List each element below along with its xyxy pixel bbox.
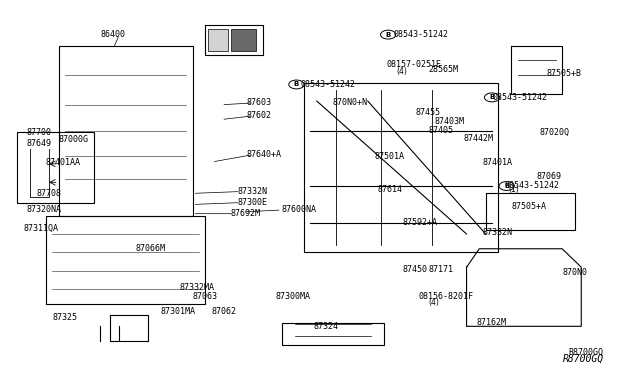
Text: 87320NA: 87320NA <box>27 205 62 215</box>
Text: 87300MA: 87300MA <box>275 292 310 301</box>
Text: R8700GQ: R8700GQ <box>568 348 604 357</box>
Text: 87603: 87603 <box>246 99 272 108</box>
Text: 86400: 86400 <box>100 30 125 39</box>
Text: 87602: 87602 <box>246 111 272 121</box>
Text: B: B <box>504 183 509 189</box>
Text: 870N0: 870N0 <box>562 268 587 277</box>
Text: 87332MA: 87332MA <box>180 283 215 292</box>
Text: 87332N: 87332N <box>237 187 267 196</box>
Text: 87311QA: 87311QA <box>24 224 59 233</box>
Bar <box>209 29 228 51</box>
Bar <box>17 132 94 203</box>
Text: 08157-0251E: 08157-0251E <box>387 60 442 69</box>
Text: 87324: 87324 <box>314 322 339 331</box>
Text: 08543-51242: 08543-51242 <box>505 182 560 190</box>
Text: 87325: 87325 <box>52 312 77 321</box>
Text: B: B <box>490 94 495 100</box>
Text: 87332N: 87332N <box>483 228 513 237</box>
Text: 87401AA: 87401AA <box>46 157 81 167</box>
Text: 08543-51242: 08543-51242 <box>492 93 547 102</box>
Text: 08156-8201F: 08156-8201F <box>419 292 474 301</box>
Text: 87614: 87614 <box>378 185 403 194</box>
Text: 87069: 87069 <box>537 172 562 181</box>
Text: 87300E: 87300E <box>237 198 267 207</box>
Text: 87000G: 87000G <box>59 135 89 144</box>
Text: 87405: 87405 <box>428 126 453 135</box>
Text: 87450: 87450 <box>403 264 428 273</box>
Text: 87649: 87649 <box>27 139 52 148</box>
Text: B: B <box>385 32 391 38</box>
Text: 87442M: 87442M <box>463 134 493 142</box>
Text: 87640+A: 87640+A <box>246 150 282 159</box>
Text: 87692M: 87692M <box>231 209 260 218</box>
Text: 87401A: 87401A <box>483 157 513 167</box>
Text: 08543-51242: 08543-51242 <box>394 30 448 39</box>
Text: 87403M: 87403M <box>435 117 465 126</box>
Text: 87171: 87171 <box>428 264 453 273</box>
Text: (4): (4) <box>428 298 439 307</box>
Text: B: B <box>294 81 299 87</box>
Text: 87700: 87700 <box>27 128 52 137</box>
Bar <box>304 83 499 253</box>
Text: 87592+A: 87592+A <box>403 218 438 227</box>
Text: 87062: 87062 <box>212 307 237 316</box>
Text: 87505+B: 87505+B <box>546 69 581 78</box>
Text: 87162M: 87162M <box>476 318 506 327</box>
Text: (1): (1) <box>508 185 519 194</box>
Text: 870N0+N: 870N0+N <box>333 99 368 108</box>
Text: 28565M: 28565M <box>428 65 458 74</box>
Text: 08543-51242: 08543-51242 <box>301 80 356 89</box>
Text: 87066M: 87066M <box>135 244 165 253</box>
Text: 87020Q: 87020Q <box>540 128 570 137</box>
Text: 87505+A: 87505+A <box>511 202 546 211</box>
Text: 87301MA: 87301MA <box>161 307 196 316</box>
Bar <box>231 29 256 51</box>
Bar <box>282 323 384 345</box>
Text: 87455: 87455 <box>415 108 440 117</box>
Text: 87708: 87708 <box>36 189 61 198</box>
Text: 87501A: 87501A <box>374 152 404 161</box>
Text: (4): (4) <box>396 67 407 76</box>
Text: R8700GQ: R8700GQ <box>563 353 604 363</box>
Text: 87600NA: 87600NA <box>282 205 317 215</box>
Text: 87063: 87063 <box>193 292 218 301</box>
